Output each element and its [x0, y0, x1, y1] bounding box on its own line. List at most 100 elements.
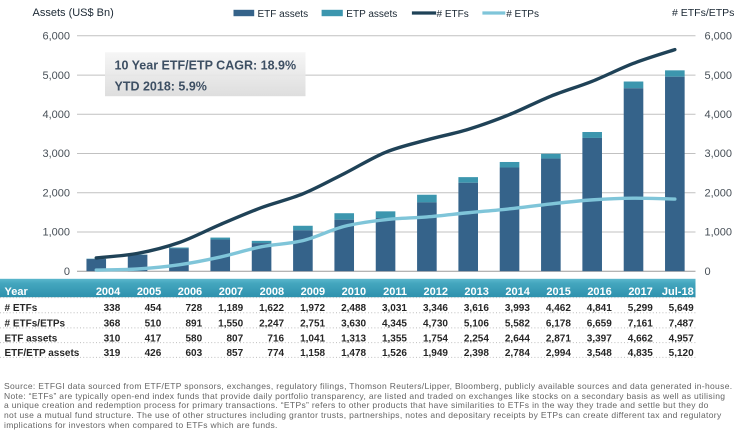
- svg-text:2006: 2006: [178, 286, 202, 298]
- svg-text:1,972: 1,972: [300, 303, 325, 314]
- svg-text:2,398: 2,398: [464, 348, 489, 359]
- svg-text:807: 807: [227, 334, 244, 345]
- svg-text:5,120: 5,120: [669, 348, 694, 359]
- svg-text:1,622: 1,622: [259, 303, 284, 314]
- svg-text:1,189: 1,189: [218, 303, 243, 314]
- svg-text:2,871: 2,871: [546, 334, 571, 345]
- svg-text:2016: 2016: [587, 286, 611, 298]
- svg-text:2012: 2012: [424, 286, 448, 298]
- svg-text:5,299: 5,299: [628, 303, 653, 314]
- svg-text:6,000: 6,000: [705, 31, 733, 43]
- svg-text:3,031: 3,031: [382, 303, 407, 314]
- svg-text:1,313: 1,313: [341, 334, 366, 345]
- svg-text:2013: 2013: [464, 286, 488, 298]
- svg-text:3,000: 3,000: [42, 148, 70, 160]
- svg-text:2,994: 2,994: [546, 348, 571, 359]
- svg-text:ETF/ETP assets: ETF/ETP assets: [5, 348, 80, 359]
- svg-text:# ETPs: # ETPs: [506, 9, 539, 20]
- svg-text:2,000: 2,000: [42, 187, 70, 199]
- svg-text:4,730: 4,730: [423, 318, 448, 329]
- svg-text:2,784: 2,784: [505, 348, 530, 359]
- svg-text:2008: 2008: [260, 286, 284, 298]
- svg-text:4,000: 4,000: [705, 109, 733, 121]
- svg-text:# ETFs: # ETFs: [437, 9, 469, 20]
- svg-text:3,397: 3,397: [587, 334, 612, 345]
- svg-text:510: 510: [145, 318, 162, 329]
- svg-text:5,582: 5,582: [505, 318, 530, 329]
- svg-text:1,000: 1,000: [705, 227, 733, 239]
- svg-text:580: 580: [186, 334, 203, 345]
- svg-text:4,957: 4,957: [669, 334, 694, 345]
- svg-text:5,000: 5,000: [705, 70, 733, 82]
- svg-text:2007: 2007: [219, 286, 243, 298]
- svg-text:417: 417: [145, 334, 162, 345]
- svg-text:4,835: 4,835: [628, 348, 653, 359]
- svg-text:2010: 2010: [342, 286, 366, 298]
- svg-text:2004: 2004: [96, 286, 121, 298]
- svg-text:319: 319: [104, 348, 121, 359]
- svg-text:2,751: 2,751: [300, 318, 325, 329]
- svg-text:5,106: 5,106: [464, 318, 489, 329]
- svg-text:338: 338: [104, 303, 121, 314]
- svg-text:Jul-18: Jul-18: [662, 286, 694, 298]
- svg-text:603: 603: [186, 348, 203, 359]
- svg-text:1,355: 1,355: [382, 334, 407, 345]
- svg-text:1,949: 1,949: [423, 348, 448, 359]
- svg-text:2,000: 2,000: [705, 187, 733, 199]
- svg-text:2011: 2011: [383, 286, 407, 298]
- svg-text:310: 310: [104, 334, 121, 345]
- svg-text:ETF assets: ETF assets: [5, 334, 58, 345]
- svg-text:1,754: 1,754: [423, 334, 448, 345]
- svg-text:6,000: 6,000: [42, 31, 70, 43]
- svg-text:5,649: 5,649: [669, 303, 694, 314]
- svg-text:# ETFs/ETPs: # ETFs/ETPs: [5, 318, 66, 329]
- svg-text:2017: 2017: [628, 286, 652, 298]
- svg-text:1,041: 1,041: [300, 334, 325, 345]
- svg-text:891: 891: [186, 318, 203, 329]
- svg-text:3,993: 3,993: [505, 303, 530, 314]
- svg-text:1,158: 1,158: [300, 348, 325, 359]
- svg-text:1,478: 1,478: [341, 348, 366, 359]
- svg-text:2015: 2015: [546, 286, 570, 298]
- svg-text:3,548: 3,548: [587, 348, 612, 359]
- svg-text:3,630: 3,630: [341, 318, 366, 329]
- svg-text:ETP assets: ETP assets: [346, 9, 397, 20]
- svg-text:1,526: 1,526: [382, 348, 407, 359]
- svg-text:3,000: 3,000: [705, 148, 733, 160]
- svg-text:# ETFs: # ETFs: [5, 303, 38, 314]
- svg-text:4,462: 4,462: [546, 303, 571, 314]
- svg-text:7,487: 7,487: [669, 318, 694, 329]
- svg-text:2,644: 2,644: [505, 334, 530, 345]
- svg-text:3,346: 3,346: [423, 303, 448, 314]
- svg-text:4,841: 4,841: [587, 303, 612, 314]
- svg-text:368: 368: [104, 318, 121, 329]
- svg-text:1,550: 1,550: [218, 318, 243, 329]
- svg-text:454: 454: [145, 303, 162, 314]
- svg-text:728: 728: [186, 303, 203, 314]
- svg-text:4,662: 4,662: [628, 334, 653, 345]
- svg-text:2,247: 2,247: [259, 318, 284, 329]
- svg-text:857: 857: [227, 348, 244, 359]
- svg-text:Year: Year: [5, 286, 29, 298]
- svg-text:426: 426: [145, 348, 162, 359]
- svg-text:ETF assets: ETF assets: [258, 9, 309, 20]
- svg-text:YTD 2018: 5.9%: YTD 2018: 5.9%: [115, 80, 207, 94]
- svg-text:Assets (US$ Bn): Assets (US$ Bn): [33, 7, 114, 19]
- svg-text:2,254: 2,254: [464, 334, 489, 345]
- svg-text:2,488: 2,488: [341, 303, 366, 314]
- svg-text:0: 0: [64, 266, 70, 278]
- svg-text:# ETFs/ETPs: # ETFs/ETPs: [672, 7, 734, 19]
- svg-text:0: 0: [705, 266, 711, 278]
- svg-text:7,161: 7,161: [628, 318, 653, 329]
- svg-text:2014: 2014: [505, 286, 530, 298]
- svg-text:10 Year ETF/ETP CAGR: 18.9%: 10 Year ETF/ETP CAGR: 18.9%: [115, 59, 297, 73]
- svg-text:2005: 2005: [137, 286, 161, 298]
- svg-text:774: 774: [267, 348, 284, 359]
- svg-text:4,000: 4,000: [42, 109, 70, 121]
- svg-text:6,178: 6,178: [546, 318, 571, 329]
- svg-text:716: 716: [267, 334, 284, 345]
- svg-text:6,659: 6,659: [587, 318, 612, 329]
- svg-text:2009: 2009: [301, 286, 325, 298]
- svg-text:4,345: 4,345: [382, 318, 407, 329]
- svg-text:1,000: 1,000: [42, 227, 70, 239]
